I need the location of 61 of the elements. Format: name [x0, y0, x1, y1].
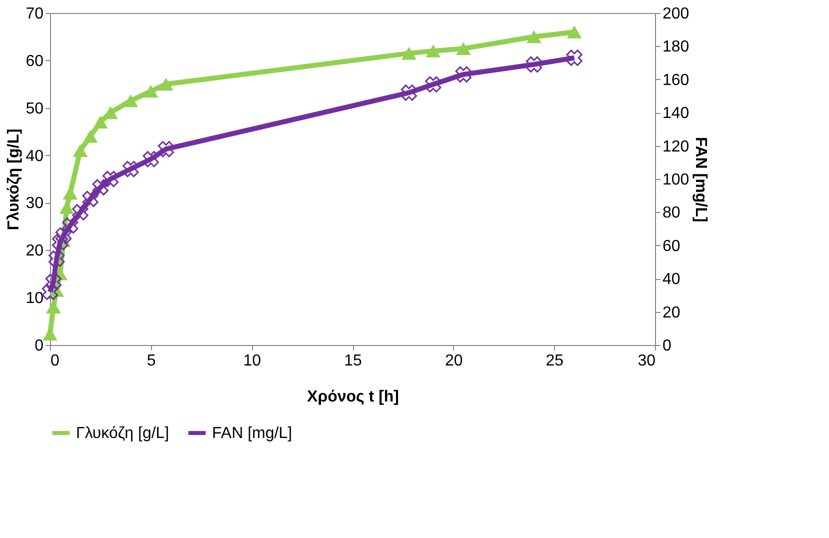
y2-tick-label: 120	[662, 138, 690, 156]
point	[142, 150, 159, 168]
point	[93, 116, 108, 129]
point	[158, 141, 174, 158]
point	[122, 160, 139, 178]
point	[92, 179, 109, 196]
point	[82, 190, 98, 208]
point	[143, 84, 158, 98]
point	[42, 284, 58, 300]
y2-tick-label: 160	[662, 72, 690, 89]
point	[72, 144, 88, 157]
y-tick-label: 10	[26, 290, 44, 308]
y2-tick-label: 60	[662, 238, 680, 255]
point	[48, 250, 65, 267]
x-tick-label: 5	[146, 352, 156, 370]
legend-label: Γλυκόζη [g/L]	[76, 425, 170, 442]
x-tick-label: 20	[444, 352, 463, 370]
point	[402, 46, 416, 60]
y-tick-label: 50	[26, 100, 44, 118]
point	[102, 170, 119, 188]
y2-tick-label: 0	[662, 338, 672, 354]
y2-tick-label: 140	[662, 105, 690, 122]
point	[526, 56, 542, 73]
y2-axis-title: FAN [mg/L]	[692, 136, 710, 222]
point	[455, 66, 472, 83]
point	[59, 201, 74, 214]
point	[45, 274, 62, 290]
point	[400, 84, 418, 101]
x-tick-label: 25	[546, 352, 564, 370]
x-tick-label: 15	[344, 352, 362, 370]
point	[456, 42, 471, 55]
x-tick-label: 30	[638, 352, 656, 370]
point	[72, 204, 88, 220]
y2-tick-label: 40	[662, 271, 680, 288]
point	[123, 94, 138, 108]
point	[426, 44, 441, 58]
point	[526, 30, 542, 44]
point	[566, 26, 582, 38]
point	[425, 76, 442, 92]
point	[566, 50, 582, 66]
y-tick-label: 60	[26, 52, 44, 70]
y2-tick-label: 100	[662, 172, 690, 188]
point	[62, 217, 78, 234]
point	[158, 78, 174, 91]
point	[52, 234, 68, 250]
x-axis-title: Χρόνος t [h]	[307, 388, 399, 406]
y-tick-label: 30	[26, 195, 44, 212]
y-axis-title: Γλυκόζη [g/L]	[6, 128, 23, 230]
y2-tick-label: 200	[662, 6, 690, 22]
y-tick-label: 70	[26, 6, 44, 22]
point	[55, 227, 72, 244]
y2-tick-label: 80	[662, 204, 680, 222]
y2-tick-label: 180	[662, 38, 690, 56]
x-tick-label: 0	[50, 352, 60, 370]
y-tick-label: 20	[26, 242, 44, 260]
y-tick-label: 40	[26, 148, 44, 165]
legend-label: FAN [mg/L]	[212, 425, 292, 442]
x-tick-label: 10	[243, 352, 262, 370]
y2-tick-label: 20	[662, 304, 680, 322]
point	[82, 130, 98, 143]
y-tick-label: 0	[34, 338, 44, 354]
